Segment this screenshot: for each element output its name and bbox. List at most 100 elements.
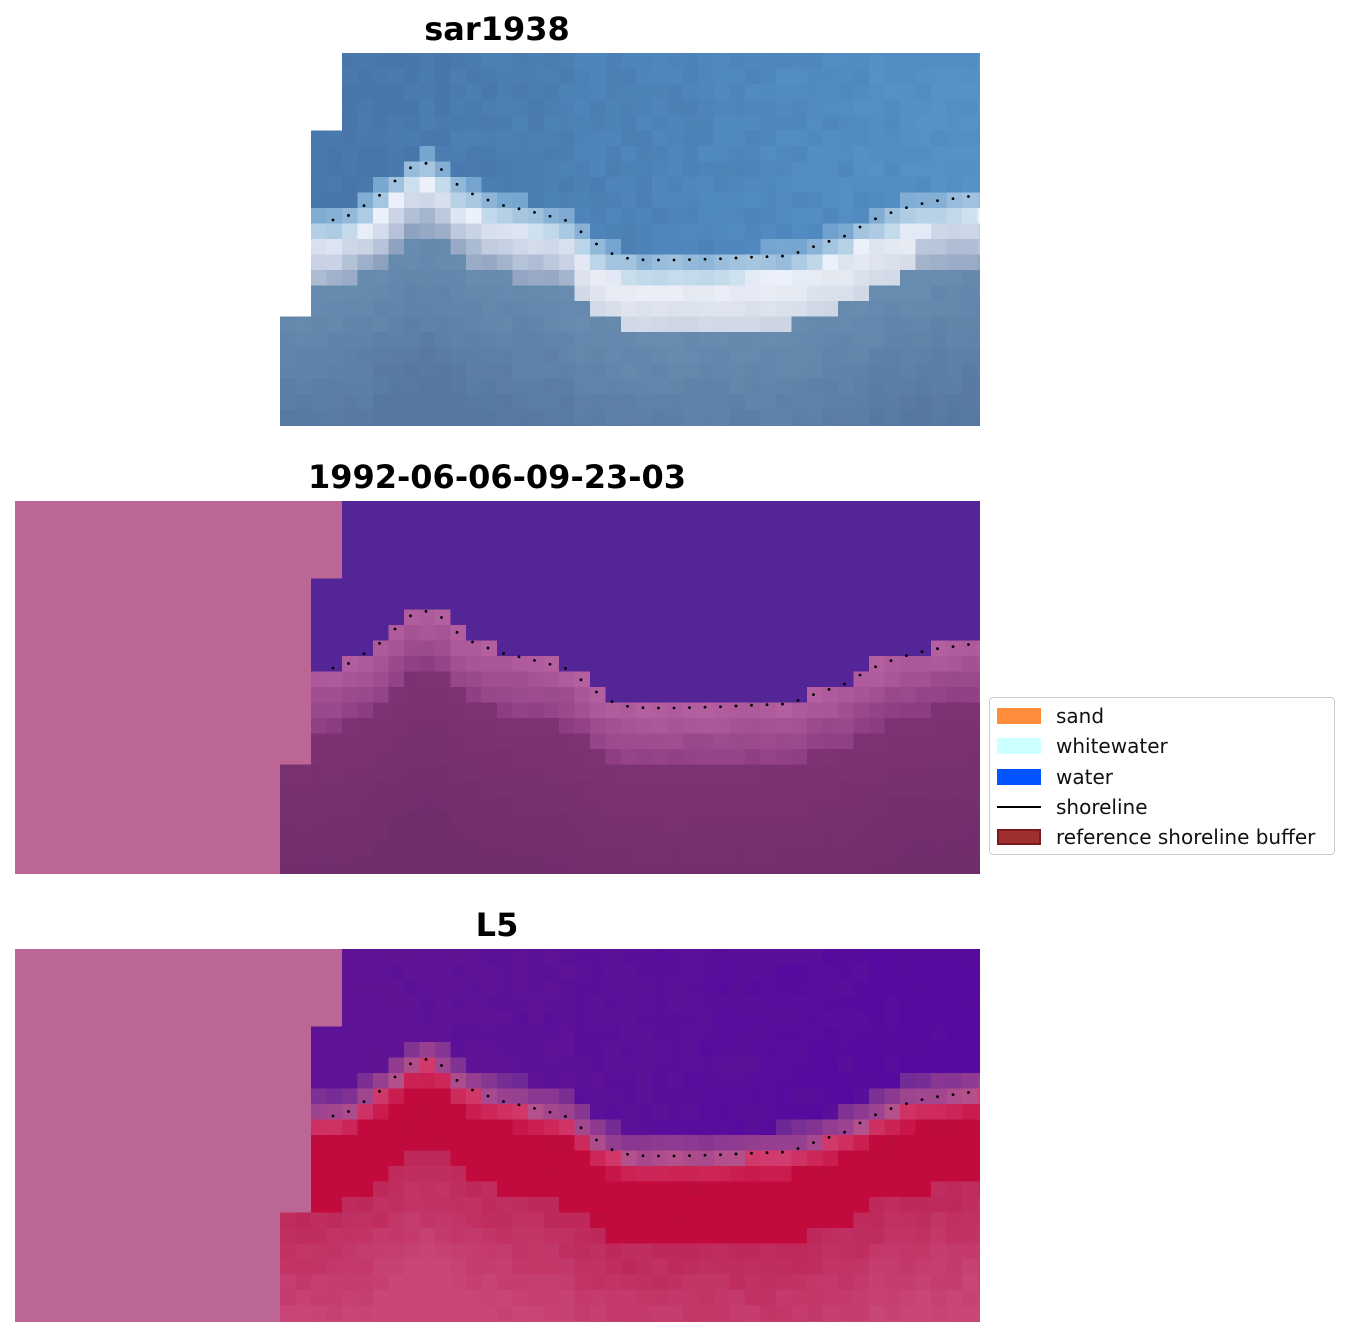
shoreline-point <box>378 193 381 197</box>
legend-item-water: water <box>997 765 1113 789</box>
shoreline-point <box>936 647 939 651</box>
shoreline-point <box>362 204 366 208</box>
shoreline-point <box>951 645 955 648</box>
shoreline-point <box>378 641 381 645</box>
shoreline-point <box>874 1113 877 1117</box>
shoreline-point <box>657 258 660 262</box>
shoreline-point <box>796 251 800 254</box>
shoreline-point <box>362 1100 366 1104</box>
shoreline-point <box>440 1064 443 1067</box>
shoreline-point <box>486 1094 490 1098</box>
shoreline-point <box>719 705 722 709</box>
shoreline-point <box>812 245 815 249</box>
shoreline-point <box>889 1107 893 1111</box>
index-image-panel <box>15 949 980 1322</box>
shoreline-point <box>610 1148 614 1152</box>
shoreline-point <box>951 1093 955 1096</box>
shoreline-point <box>517 655 521 659</box>
shoreline-point <box>920 650 924 653</box>
shoreline-point <box>502 652 505 655</box>
shoreline-point <box>564 218 567 222</box>
shoreline-point <box>719 257 722 261</box>
shoreline-point <box>610 252 614 256</box>
shoreline-point <box>920 1098 924 1101</box>
shoreline-point <box>610 700 614 704</box>
rgb-image-panel <box>280 53 980 426</box>
legend-label-water: water <box>1056 765 1113 789</box>
panel-title-2: 1992-06-06-09-23-03 <box>307 458 687 496</box>
shoreline-point <box>703 1153 707 1157</box>
shoreline-point <box>548 1110 552 1114</box>
shoreline-point <box>641 258 645 262</box>
shoreline-point <box>517 1103 521 1107</box>
shoreline-point <box>936 199 939 203</box>
shoreline-point <box>347 662 350 665</box>
shoreline-point <box>905 206 908 210</box>
shoreline-point <box>796 1147 800 1150</box>
shoreline-point <box>564 1114 567 1118</box>
shoreline-point <box>424 1057 428 1061</box>
shoreline-point <box>347 214 350 217</box>
shoreline-point <box>781 702 784 706</box>
shoreline-point <box>533 1106 536 1110</box>
shoreline-point <box>905 1102 908 1105</box>
shoreline-point <box>672 1154 676 1158</box>
shoreline-point <box>502 204 505 207</box>
shoreline-point <box>626 1152 629 1156</box>
shoreline-point <box>486 646 490 650</box>
legend-item-sand: sand <box>997 704 1104 728</box>
shoreline-point <box>843 1130 846 1134</box>
shoreline-point <box>641 1154 645 1158</box>
sand-swatch <box>997 708 1041 724</box>
shoreline-point <box>734 704 738 708</box>
shoreline-point <box>827 239 831 243</box>
shoreline-point <box>502 1100 505 1103</box>
shoreline-point <box>967 1091 970 1094</box>
shoreline-point <box>858 1121 862 1125</box>
shoreline-point <box>688 706 691 710</box>
legend-item-whitewater: whitewater <box>997 734 1168 758</box>
legend: sand whitewater water shoreline referenc… <box>989 697 1335 855</box>
panel-title-3: L5 <box>475 906 519 944</box>
legend-label-reference-buffer: reference shoreline buffer <box>1056 825 1316 849</box>
legend-label-sand: sand <box>1056 704 1105 728</box>
shoreline-point <box>548 662 552 666</box>
panel-title-1: sar1938 <box>424 10 570 48</box>
shoreline-point <box>967 643 970 646</box>
shoreline-point <box>874 217 877 221</box>
shoreline-point <box>362 652 366 656</box>
shoreline-point <box>393 1075 397 1079</box>
shoreline-point <box>378 1089 381 1093</box>
shoreline-dots <box>331 1057 970 1158</box>
shoreline-point <box>672 706 676 710</box>
shoreline-point <box>548 214 552 218</box>
shoreline-point <box>920 202 924 206</box>
shoreline-point <box>750 1151 753 1155</box>
shoreline-point <box>393 179 397 183</box>
shoreline-point <box>796 699 800 702</box>
shoreline-point <box>734 1152 738 1156</box>
shoreline-point <box>719 1153 722 1157</box>
shoreline-point <box>843 682 846 686</box>
shoreline-point <box>812 693 815 696</box>
legend-item-reference-buffer: reference shoreline buffer <box>997 825 1315 849</box>
shoreline-point <box>533 210 536 214</box>
shoreline-point <box>579 230 583 234</box>
shoreline-point <box>703 705 707 709</box>
shoreline-point <box>455 630 459 634</box>
shoreline-point <box>827 687 831 691</box>
shoreline-point <box>688 258 691 262</box>
shoreline-point <box>564 666 567 670</box>
shoreline-point <box>626 256 629 260</box>
shoreline-point <box>703 257 707 261</box>
classified-image-panel <box>15 501 980 874</box>
shoreline-point <box>858 225 862 229</box>
shoreline-point <box>486 198 490 202</box>
shoreline-point <box>409 614 412 618</box>
shoreline-point <box>579 1126 583 1130</box>
legend-item-shoreline: shoreline <box>997 795 1148 819</box>
shoreline-point <box>812 1141 815 1144</box>
shoreline-point <box>781 254 784 258</box>
shoreline-point <box>734 256 738 260</box>
shoreline-point <box>626 704 629 708</box>
